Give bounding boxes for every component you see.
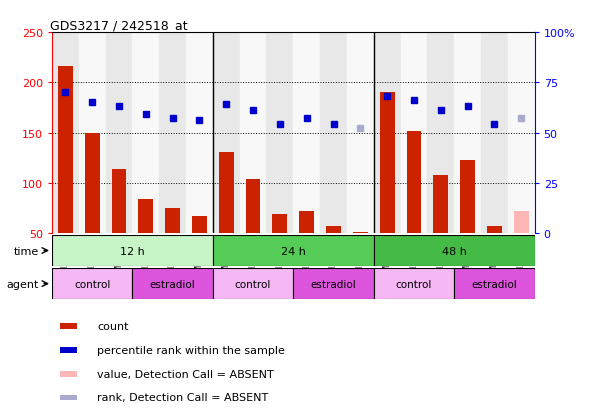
Bar [427,33,454,233]
Bar [487,226,502,233]
Bar [213,235,374,266]
Bar [380,93,395,233]
Bar [508,33,535,233]
Bar [52,235,213,266]
Bar [273,214,287,233]
Bar [165,208,180,233]
Bar [374,33,401,233]
Text: agent: agent [6,279,38,289]
Text: control: control [235,279,271,289]
Text: count: count [97,321,129,331]
Bar [433,175,448,233]
Bar [293,33,320,233]
Text: estradiol: estradiol [150,279,196,289]
Text: 24 h: 24 h [281,246,306,256]
Bar [374,268,454,299]
Bar [58,67,73,233]
Text: GDS3217 / 242518_at: GDS3217 / 242518_at [49,19,187,32]
Text: control: control [396,279,432,289]
Bar [293,268,374,299]
Text: control: control [74,279,111,289]
Bar [192,216,207,233]
Text: estradiol: estradiol [310,279,356,289]
Bar [460,160,475,233]
Bar [454,268,535,299]
Bar [374,235,535,266]
Bar [106,33,133,233]
Text: rank, Detection Call = ABSENT: rank, Detection Call = ABSENT [97,392,268,403]
Text: value, Detection Call = ABSENT: value, Detection Call = ABSENT [97,369,274,379]
Bar [213,33,240,233]
Bar [85,133,100,233]
Bar [401,33,427,233]
Bar [133,33,159,233]
Bar [60,395,78,400]
Bar [213,268,293,299]
Bar [266,33,293,233]
Bar [454,33,481,233]
Bar [246,179,260,233]
Bar [406,131,422,233]
Bar [52,268,133,299]
Bar [112,169,126,233]
Bar [481,33,508,233]
Text: 48 h: 48 h [442,246,467,256]
Bar [186,33,213,233]
Text: estradiol: estradiol [472,279,518,289]
Bar [60,371,78,377]
Text: 12 h: 12 h [120,246,145,256]
Bar [326,226,341,233]
Bar [219,152,233,233]
Bar [79,33,106,233]
Text: percentile rank within the sample: percentile rank within the sample [97,345,285,355]
Bar [320,33,347,233]
Bar [60,347,78,353]
Text: time: time [13,246,38,256]
Bar [347,33,374,233]
Bar [139,199,153,233]
Bar [52,33,79,233]
Bar [159,33,186,233]
Bar [133,268,213,299]
Bar [299,211,314,233]
Bar [240,33,266,233]
Bar [60,323,78,329]
Bar [514,211,529,233]
